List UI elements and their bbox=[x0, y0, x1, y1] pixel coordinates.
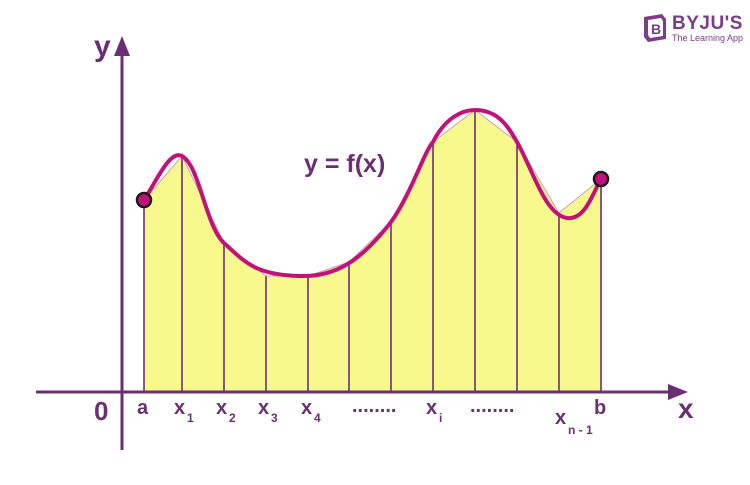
label-xi: x i bbox=[426, 397, 442, 425]
brand-logo: B BYJU'S The Learning App bbox=[642, 10, 743, 46]
brand-text: BYJU'S The Learning App bbox=[672, 14, 743, 43]
origin-label: 0 bbox=[94, 396, 108, 426]
brand-tagline: The Learning App bbox=[672, 32, 744, 43]
ellipsis-right: ........ bbox=[470, 395, 514, 417]
label-x4: x 4 bbox=[301, 397, 321, 425]
label-x2-sub: 2 bbox=[229, 411, 236, 425]
label-x4-sub: 4 bbox=[314, 411, 321, 425]
label-x1: x 1 bbox=[174, 397, 194, 425]
x-axis-label: x bbox=[678, 393, 694, 424]
svg-text:B: B bbox=[651, 21, 661, 37]
curve-label: y = f(x) bbox=[304, 150, 385, 178]
label-x1-sub: 1 bbox=[187, 411, 194, 425]
label-xn1: x n - 1 bbox=[555, 407, 593, 437]
label-a: a bbox=[137, 397, 149, 419]
y-axis-label: y bbox=[94, 30, 111, 63]
endpoint-a bbox=[135, 191, 153, 209]
function-curve bbox=[142, 107, 603, 279]
y-axis-arrow bbox=[114, 36, 130, 56]
label-xn1-base: x bbox=[555, 407, 566, 429]
label-x2-base: x bbox=[216, 397, 227, 419]
label-x3: x 3 bbox=[258, 397, 278, 425]
byjus-b-icon: B bbox=[644, 14, 666, 42]
label-x3-sub: 3 bbox=[271, 411, 278, 425]
label-xi-sub: i bbox=[439, 411, 442, 425]
endpoint-b bbox=[592, 170, 610, 188]
label-xi-base: x bbox=[426, 397, 437, 419]
axes bbox=[36, 36, 688, 450]
strip-lines bbox=[143, 110, 602, 392]
trapezoid-fill-region bbox=[144, 110, 601, 392]
x-axis-arrow bbox=[668, 384, 688, 400]
label-x1-base: x bbox=[174, 397, 185, 419]
label-b: b bbox=[594, 397, 606, 419]
label-xn1-sub: n - 1 bbox=[568, 423, 593, 437]
label-x2: x 2 bbox=[216, 397, 236, 425]
label-x4-base: x bbox=[301, 397, 312, 419]
label-x3-base: x bbox=[258, 397, 269, 419]
ellipsis-left: ........ bbox=[352, 395, 396, 417]
brand-name: BYJU'S bbox=[672, 12, 743, 34]
